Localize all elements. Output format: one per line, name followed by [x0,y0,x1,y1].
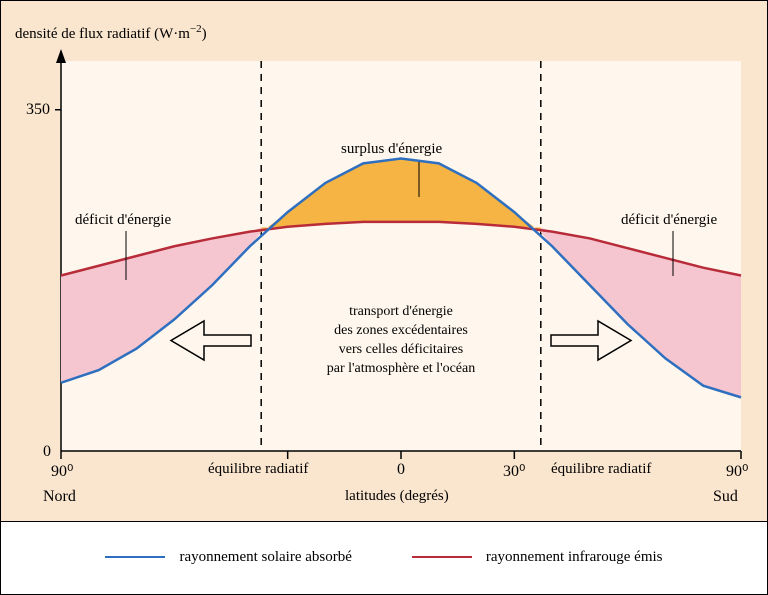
x-axis-title: latitudes (degrés) [345,488,449,505]
legend: rayonnement solaire absorbé rayonnement … [1,522,767,592]
transport-text: transport d'énergie des zones excédentai… [266,303,536,379]
y-axis-title: densité de flux radiatif (W·m−2) [15,23,207,43]
figure-container: densité de flux radiatif (W·m−2) [0,0,768,595]
legend-solar-swatch [105,556,165,559]
y-tick-350: 350 [26,101,50,119]
y-tick-0: 0 [43,443,51,461]
legend-infrared-swatch [412,556,472,559]
legend-infrared-label: rayonnement infrarouge émis [486,549,663,566]
plot-background [61,61,741,451]
pole-south: Sud [713,488,738,506]
x-tick-0: 90⁰ [51,461,73,481]
chart-area: densité de flux radiatif (W·m−2) [1,1,767,522]
legend-solar: rayonnement solaire absorbé [105,549,351,566]
equil-left-label: équilibre radiatif [206,461,310,478]
x-tick-4: 90⁰ [726,461,748,481]
equil-right-label: équilibre radiatif [549,461,653,478]
surplus-label: surplus d'énergie [341,141,442,158]
pole-north: Nord [43,488,76,506]
deficit-left-label: déficit d'énergie [75,212,171,229]
x-tick-3: 30⁰ [503,461,525,481]
legend-solar-label: rayonnement solaire absorbé [179,549,351,566]
x-tick-2: 0 [397,461,405,479]
legend-infrared: rayonnement infrarouge émis [412,549,663,566]
deficit-right-label: déficit d'énergie [621,212,717,229]
